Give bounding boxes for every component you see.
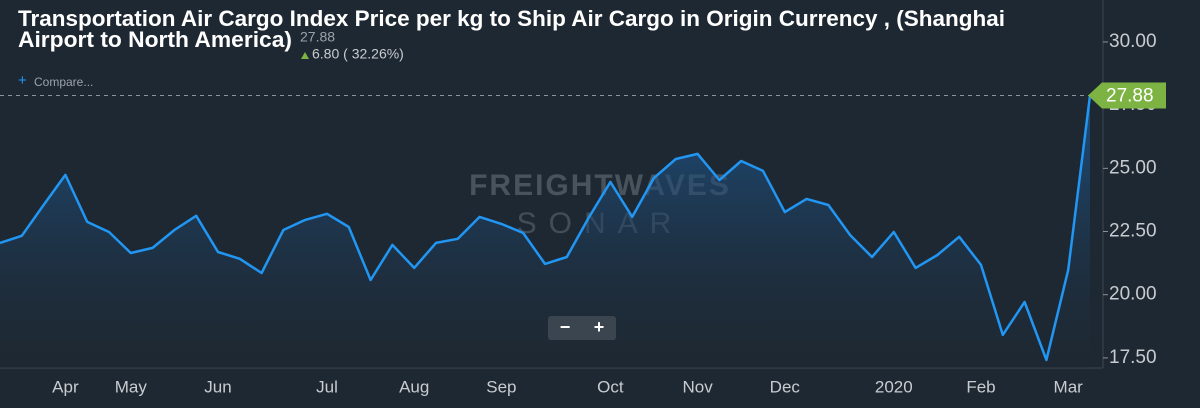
line bbox=[0, 95, 1092, 362]
last-value-label: 27.88 bbox=[1106, 86, 1154, 107]
x-tick-label: Dec bbox=[770, 377, 801, 396]
chart-title: Transportation Air Cargo Index Price per… bbox=[18, 6, 1005, 31]
zoom-in[interactable]: + bbox=[594, 317, 605, 337]
x-tick-label: May bbox=[115, 377, 148, 396]
last-value-tag bbox=[1088, 82, 1166, 109]
x-tick-label: Jun bbox=[204, 377, 231, 396]
compare-link[interactable]: Compare... bbox=[34, 75, 93, 89]
header-value: 27.88 bbox=[300, 29, 335, 45]
x-tick-label: Nov bbox=[682, 377, 713, 396]
x-tick-label: Sep bbox=[486, 377, 516, 396]
y-tick-label: 30.00 bbox=[1109, 31, 1157, 52]
zoom-out[interactable]: − bbox=[560, 317, 571, 337]
compare-plus: + bbox=[18, 72, 27, 89]
x-tick-label: 2020 bbox=[875, 377, 913, 396]
x-tick-label: Apr bbox=[52, 377, 79, 396]
up-arrow bbox=[301, 52, 309, 59]
header-change: 6.80 ( 32.26%) bbox=[312, 46, 404, 62]
y-tick-label: 20.00 bbox=[1109, 284, 1157, 305]
x-tick-label: Mar bbox=[1054, 377, 1084, 396]
x-tick-label: Oct bbox=[597, 377, 624, 396]
x-tick-label: Feb bbox=[966, 377, 995, 396]
y-tick-label: 22.50 bbox=[1109, 221, 1157, 242]
x-tick-label: Aug bbox=[399, 377, 429, 396]
y-tick-label: 17.50 bbox=[1109, 347, 1157, 368]
x-tick-label: Jul bbox=[316, 377, 338, 396]
chart-title: Airport to North America) bbox=[18, 27, 292, 52]
y-tick-label: 25.00 bbox=[1109, 157, 1157, 178]
zoom-box bbox=[548, 316, 616, 340]
area bbox=[0, 95, 1090, 368]
